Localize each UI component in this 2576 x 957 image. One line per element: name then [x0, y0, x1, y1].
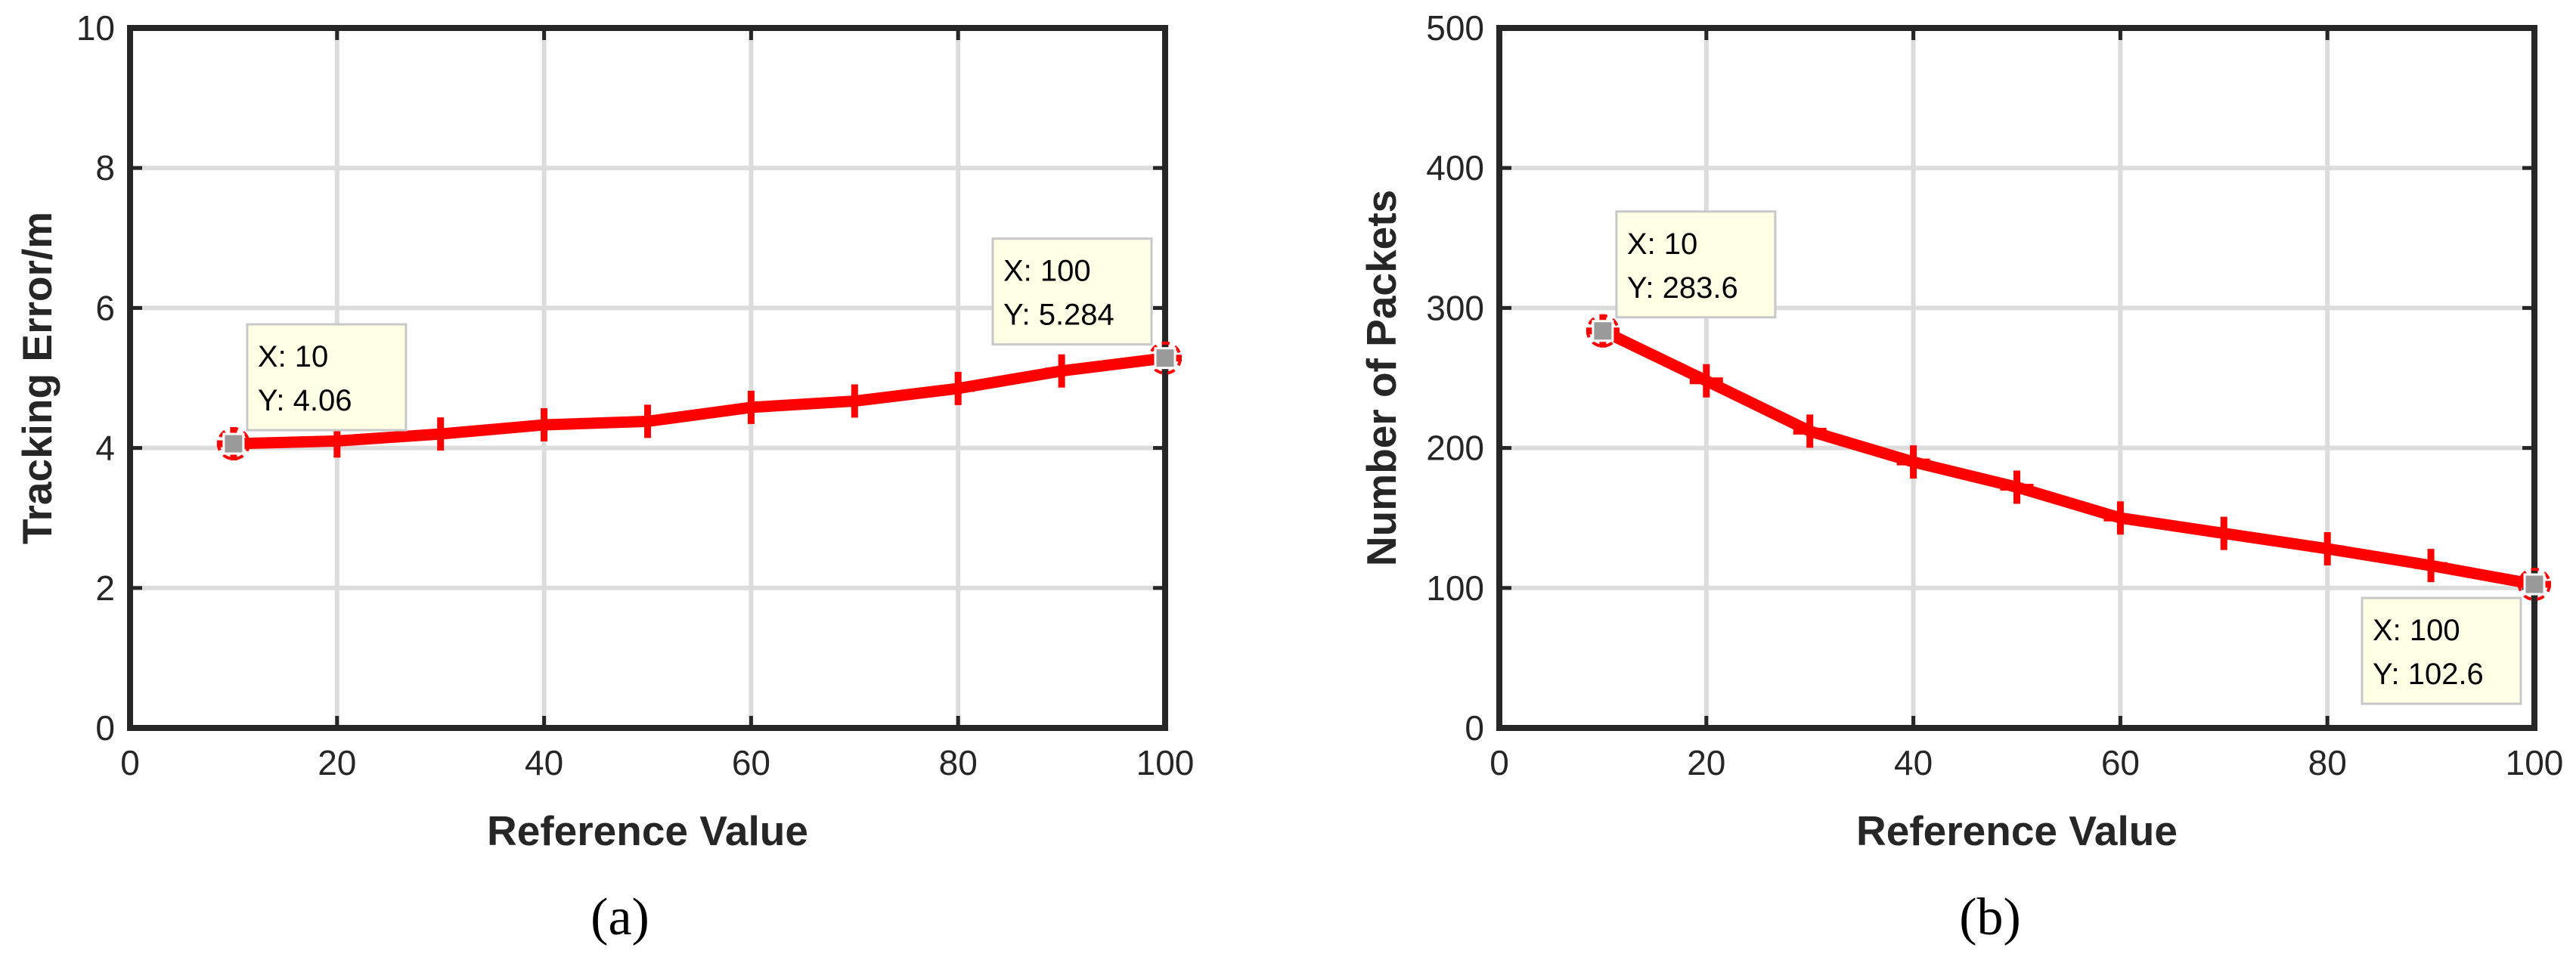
datatip-box: [1615, 210, 1777, 319]
panel-label: (a): [591, 888, 649, 946]
x-tick-label: 0: [120, 743, 140, 782]
datatip-y-text: Y: 4.06: [258, 384, 352, 417]
data-point-marker: [1793, 414, 1827, 448]
y-tick-label: 6: [95, 288, 115, 327]
chart-panel-a: 0 20 40 60 80 100 0 2 4 6 8 10 Reference Value Tracki…: [14, 8, 1194, 946]
y-axis-title: Number of Packets: [1358, 190, 1405, 566]
chart-panel-b: 0 20 40 60 80 100 0 100 200 300 400 500 Reference Va…: [1358, 8, 2563, 946]
x-tick-label: 60: [732, 743, 770, 782]
datatip-anchor-marker: [222, 432, 245, 455]
x-tick-label: 40: [525, 743, 563, 782]
data-point-marker: [631, 404, 665, 438]
datatip-anchor-ring: [216, 427, 250, 461]
y-tick-label: 10: [76, 8, 115, 48]
datatip-y-text: Y: 5.284: [1003, 299, 1114, 332]
datatip-anchor-ring: [1586, 314, 1620, 348]
datatip-x-text: X: 10: [1627, 228, 1697, 261]
x-tick-label: 100: [2506, 743, 2564, 782]
datatip-anchor-ring: [2518, 567, 2551, 601]
data-point-marker: [941, 371, 975, 405]
datatip-anchor-marker: [2523, 573, 2546, 596]
data-point-marker: [2103, 501, 2137, 535]
datatip-y-text: Y: 283.6: [1627, 271, 1738, 305]
datatip-x-text: X: 10: [258, 340, 328, 373]
y-tick-label: 200: [1426, 429, 1484, 468]
panel-label: (b): [1959, 888, 2021, 946]
y-tick-label: 300: [1426, 288, 1484, 327]
datatip-x-text: X: 100: [2373, 614, 2460, 647]
plot-area-frame: [127, 25, 1168, 731]
x-axis-title: Reference Value: [487, 807, 808, 854]
data-point-marker: [838, 384, 872, 418]
datatip-anchor-marker: [1154, 347, 1176, 370]
data-point-marker: [2000, 470, 2034, 504]
data-point-marker: [2414, 549, 2448, 583]
y-tick-label: 500: [1426, 8, 1484, 48]
datatip-box: [246, 323, 408, 432]
datatip-y-text: Y: 102.6: [2373, 658, 2484, 691]
data-point-marker: [1689, 364, 1723, 398]
datatip-anchor-marker: [1592, 320, 1614, 342]
y-tick-label: 4: [95, 429, 115, 468]
x-tick-label: 80: [2308, 743, 2347, 782]
series-line: [228, 352, 1171, 450]
data-point-marker: [1896, 445, 1930, 479]
x-tick-label: 40: [1894, 743, 1933, 782]
plot-area-frame: [1496, 25, 2537, 731]
data-point-marker: [527, 408, 561, 442]
data-point-marker: [1045, 354, 1079, 388]
datatip-x-text: X: 100: [1003, 255, 1091, 288]
x-tick-label: 20: [318, 743, 356, 782]
y-tick-label: 100: [1426, 568, 1484, 608]
datatip-anchor-ring: [1149, 341, 1182, 375]
data-point-marker: [2311, 531, 2345, 565]
data-point-marker: [734, 390, 768, 424]
series-line: [1597, 325, 2540, 590]
y-tick-label: 2: [95, 568, 115, 608]
data-point-marker: [2207, 516, 2241, 550]
datatip-box: [2361, 596, 2522, 705]
y-tick-label: 400: [1426, 148, 1484, 187]
y-axis-title: Tracking Error/m: [14, 212, 60, 544]
x-tick-label: 0: [1489, 743, 1509, 782]
datatip-box: [991, 237, 1153, 346]
x-tick-label: 60: [2101, 743, 2140, 782]
x-tick-label: 20: [1687, 743, 1725, 782]
x-axis-title: Reference Value: [1856, 807, 2178, 854]
x-tick-label: 80: [939, 743, 978, 782]
x-tick-label: 100: [1136, 743, 1195, 782]
y-tick-label: 8: [95, 148, 115, 187]
y-tick-label: 0: [95, 708, 115, 748]
data-point-marker: [423, 417, 457, 451]
y-tick-label: 0: [1465, 708, 1484, 748]
